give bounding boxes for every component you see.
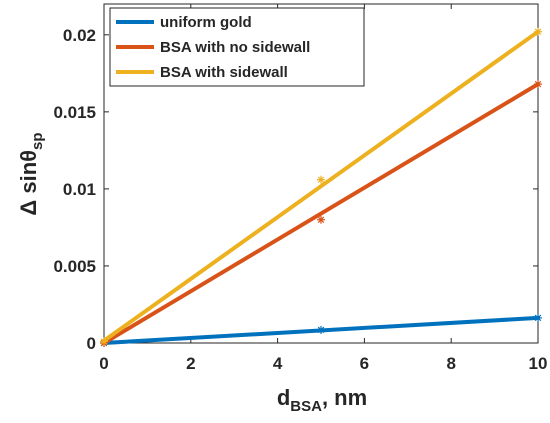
x-tick-label: 10 xyxy=(529,354,548,373)
data-point-marker xyxy=(100,337,108,346)
data-point-marker xyxy=(534,80,542,89)
y-tick-label: 0.01 xyxy=(63,180,96,199)
data-point-marker xyxy=(317,325,325,334)
series-line xyxy=(102,82,540,345)
y-tick-label: 0 xyxy=(87,334,96,353)
series-2 xyxy=(100,27,542,346)
x-tick-label: 4 xyxy=(273,354,283,373)
data-point-marker xyxy=(534,27,542,36)
x-axis-label: dBSA, nm xyxy=(277,385,367,415)
legend-label-bsa-sidewall: BSA with sidewall xyxy=(160,64,288,81)
series-layer xyxy=(100,27,542,347)
y-tick-label: 0.02 xyxy=(63,26,96,45)
data-point-marker xyxy=(317,175,325,184)
y-axis-ticks: 0 0.005 0.01 0.015 0.02 xyxy=(53,26,538,353)
y-axis-label: Δ sinθsp xyxy=(16,132,46,215)
legend: uniform gold BSA with no sidewall BSA wi… xyxy=(109,7,365,87)
legend-label-bsa-no-sidewall: BSA with no sidewall xyxy=(160,39,310,56)
x-tick-label: 0 xyxy=(99,354,108,373)
y-tick-label: 0.015 xyxy=(53,103,96,122)
series-line xyxy=(102,29,540,343)
y-tick-label: 0.005 xyxy=(53,257,96,276)
data-point-marker xyxy=(534,313,542,322)
legend-label-uniform-gold: uniform gold xyxy=(160,14,252,31)
x-tick-label: 8 xyxy=(446,354,455,373)
x-tick-label: 2 xyxy=(186,354,195,373)
x-tick-label: 6 xyxy=(360,354,369,373)
series-1 xyxy=(100,80,542,347)
data-point-marker xyxy=(317,215,325,224)
